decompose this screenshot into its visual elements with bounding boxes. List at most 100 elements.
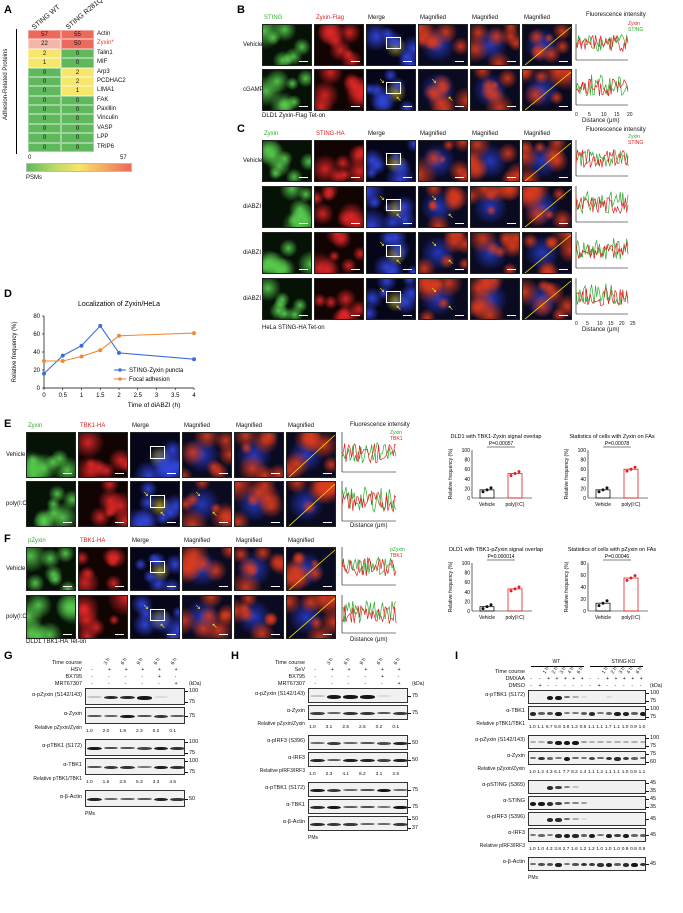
scale-bar bbox=[167, 586, 176, 587]
blot-band bbox=[530, 834, 537, 837]
y-tick-label: 100 bbox=[578, 448, 587, 454]
micrograph-tile bbox=[262, 69, 312, 111]
scale-bar bbox=[63, 473, 72, 474]
blot-band bbox=[639, 863, 645, 867]
data-point bbox=[98, 323, 103, 328]
blot-band bbox=[120, 746, 135, 750]
ratio-value: 1.2 bbox=[579, 847, 587, 852]
x-tick-label: Vehicle bbox=[595, 502, 611, 508]
row-label: diABZI 1 h bbox=[243, 204, 272, 210]
annotation-arrow: ↘ bbox=[195, 604, 201, 612]
heatmap-cell: 55 bbox=[61, 30, 94, 40]
heatmap-cell: 0 bbox=[28, 86, 61, 96]
data-point bbox=[79, 343, 84, 348]
y-tick-label: 100 bbox=[462, 448, 471, 454]
blot-strip bbox=[528, 857, 646, 871]
mw-tick bbox=[646, 864, 649, 865]
condition-cell: - bbox=[108, 674, 110, 680]
condition-cell: - bbox=[141, 681, 143, 687]
mw-tick bbox=[646, 819, 649, 820]
blot-band bbox=[538, 834, 545, 837]
antibody-label: α-pSTING (S365) bbox=[482, 782, 525, 788]
condition-cell: + bbox=[614, 676, 618, 682]
mw-marker: 75 bbox=[412, 786, 419, 793]
blot-band bbox=[614, 741, 621, 743]
heatmap-cell: 0 bbox=[28, 133, 61, 143]
channel-header: Magnified bbox=[420, 15, 447, 21]
micrograph-tile: ↘ ↖ bbox=[366, 186, 416, 228]
blot-band bbox=[103, 797, 119, 800]
scale-bar bbox=[351, 106, 360, 107]
line-scan bbox=[524, 188, 571, 227]
ratio-value: 1.1 bbox=[638, 770, 646, 775]
heatmap-cell: 0 bbox=[61, 95, 94, 106]
replicate-dot bbox=[625, 578, 629, 582]
x-axis-label: Time of diABZI (h) bbox=[128, 402, 181, 409]
condition-cell: 6 h bbox=[634, 665, 644, 675]
blot-band bbox=[103, 765, 119, 769]
ratio-value: 4.3 bbox=[545, 847, 553, 852]
heatmap-row-labels: Actin Zyxin* Talin1 MIF Arp3 PCDHAC2 LIMA1 FAK P… bbox=[97, 30, 157, 152]
replicate-dot bbox=[509, 589, 513, 593]
blot-band bbox=[589, 712, 596, 716]
blot-band bbox=[580, 818, 587, 820]
scale-bar bbox=[323, 473, 332, 474]
data-point bbox=[117, 350, 121, 355]
mw-tick bbox=[646, 754, 649, 755]
legend-sting: STING bbox=[628, 27, 644, 33]
red-trace bbox=[341, 443, 397, 464]
red-trace bbox=[575, 242, 629, 259]
heatmap-row-label: Talin1 bbox=[97, 49, 113, 56]
blot-band bbox=[343, 788, 358, 791]
micrograph-tile bbox=[522, 232, 572, 274]
zoom-box bbox=[386, 153, 401, 165]
condition-cell: - bbox=[158, 681, 160, 687]
ratio-value: 0.2 bbox=[375, 725, 383, 730]
row-label: poly(I:C) bbox=[6, 614, 29, 620]
scale-bar bbox=[115, 586, 124, 587]
condition-cell: - bbox=[364, 674, 366, 680]
scale-bar bbox=[167, 522, 176, 523]
condition-cell: + bbox=[639, 676, 643, 682]
condition-label: MRT67307 bbox=[277, 681, 305, 687]
mw-marker: 35 bbox=[650, 788, 657, 794]
red-trace bbox=[341, 605, 397, 624]
mw-tick bbox=[646, 783, 649, 784]
micrograph-tile bbox=[522, 24, 572, 66]
bar bbox=[623, 577, 639, 612]
scale-bar bbox=[455, 61, 464, 62]
blot-band bbox=[597, 741, 604, 743]
mw-tick bbox=[185, 702, 188, 703]
chart-title: Localization of Zyxin/HeLa bbox=[78, 301, 160, 308]
scale-label: PSMs bbox=[26, 175, 43, 181]
mw-marker: 45 bbox=[650, 780, 657, 786]
intensity-plot bbox=[341, 595, 397, 634]
condition-cell: - bbox=[563, 683, 566, 689]
heatmap-row-label: VASP bbox=[97, 124, 113, 131]
micrograph-tile bbox=[26, 595, 76, 639]
mw-marker: 75 bbox=[650, 714, 657, 720]
condition-cell: + bbox=[347, 667, 351, 673]
blot-strip bbox=[528, 780, 646, 794]
condition-cell: 4 h bbox=[626, 665, 635, 675]
antibody-label: α-β-Actin bbox=[502, 859, 525, 865]
mw-marker: 100 bbox=[650, 690, 660, 696]
condition-cell: - bbox=[631, 683, 634, 689]
series-line bbox=[44, 332, 195, 362]
blot-band bbox=[555, 757, 562, 760]
micrograph-tile bbox=[262, 140, 312, 182]
channel-header: Merge bbox=[132, 538, 150, 544]
x-tick-label: poly(I:C) bbox=[622, 502, 641, 508]
scale-bar bbox=[351, 223, 360, 224]
blot-band bbox=[153, 765, 169, 770]
panel-label-a: A bbox=[4, 4, 12, 16]
ratio-value: 0.8 bbox=[630, 847, 637, 852]
blot-band bbox=[597, 863, 604, 867]
antibody-label: α-pIRF3 (S396) bbox=[486, 814, 525, 820]
micrograph-tile bbox=[78, 432, 128, 478]
mw-tick bbox=[185, 742, 188, 743]
replicate-dot bbox=[513, 587, 517, 591]
annotation-arrow: ↖ bbox=[447, 213, 454, 220]
ratio-value: 1.1 bbox=[596, 725, 604, 730]
heatmap-row-label: Paxillin bbox=[97, 106, 117, 113]
